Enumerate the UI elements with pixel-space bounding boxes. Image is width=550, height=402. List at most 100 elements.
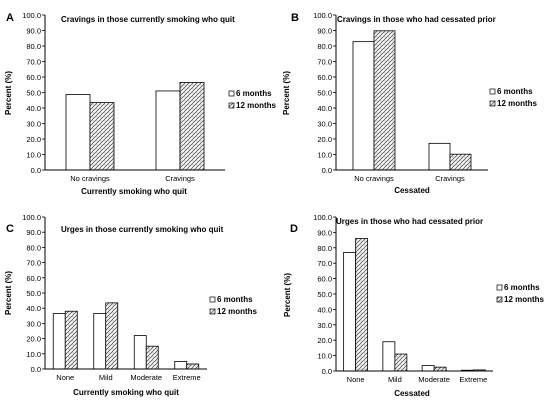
panel-c-ylabel: Percent (%) bbox=[4, 271, 13, 315]
y-tick-label: 100.0 bbox=[22, 213, 41, 222]
panel-b-title: Cravings in those who had cessated prior bbox=[337, 15, 496, 24]
x-tick-label: No cravings bbox=[354, 174, 394, 183]
panel-a-title: Cravings in those currently smoking who … bbox=[61, 15, 235, 24]
panel-letter-d: D bbox=[290, 223, 298, 235]
panel-c-title: Urges in those currently smoking who qui… bbox=[61, 225, 224, 234]
y-tick-label: 40.0 bbox=[317, 305, 332, 314]
y-tick-label: 0.0 bbox=[322, 367, 332, 376]
y-tick-label: 0.0 bbox=[31, 365, 41, 374]
panel-a: A Cravings in those currently smoking wh… bbox=[4, 11, 277, 196]
y-tick-label: 0.0 bbox=[31, 166, 41, 175]
y-tick-label: 90.0 bbox=[26, 228, 41, 237]
bar-12-months bbox=[449, 153, 472, 171]
y-tick-label: 50.0 bbox=[26, 289, 41, 298]
legend-label: 12 months bbox=[497, 99, 538, 108]
bar-6-months bbox=[174, 360, 188, 370]
y-tick-label: 100.0 bbox=[313, 213, 332, 222]
bar-12-months bbox=[433, 366, 447, 372]
y-tick-label: 70.0 bbox=[317, 259, 332, 268]
panel-letter-c: C bbox=[6, 223, 14, 235]
legend-label: 6 months bbox=[497, 87, 533, 96]
y-tick-label: 60.0 bbox=[26, 73, 41, 82]
panel-d-plot: 0.0 10.0 20.0 30.0 40.0 50.0 60.0 70.0 80.0 90.0 1… bbox=[313, 213, 544, 384]
panel-a-plot: 0.0 10.0 20.0 30.0 40.0 50.0 60.0 70.0 80.0 90.0 1… bbox=[22, 11, 276, 183]
y-tick-label: 20.0 bbox=[317, 135, 332, 144]
panel-d-xlabel: Cessated bbox=[394, 389, 430, 398]
y-tick-label: 30.0 bbox=[26, 319, 41, 328]
y-tick-label: 70.0 bbox=[26, 259, 41, 268]
y-tick-label: 20.0 bbox=[26, 335, 41, 344]
bar-6-months bbox=[52, 313, 66, 370]
legend-label: 12 months bbox=[236, 101, 277, 110]
legend-swatch bbox=[228, 90, 235, 97]
bar-6-months bbox=[65, 94, 91, 171]
legend-label: 6 months bbox=[236, 89, 272, 98]
panel-b-ylabel: Percent (%) bbox=[282, 71, 291, 115]
y-tick-label: 0.0 bbox=[322, 166, 332, 175]
x-tick-label: None bbox=[347, 375, 365, 384]
bar-12-months bbox=[394, 353, 408, 372]
bar-6-months bbox=[382, 341, 396, 372]
panel-c: C Urges in those currently smoking who q… bbox=[4, 213, 258, 397]
y-tick-label: 50.0 bbox=[317, 89, 332, 98]
y-tick-label: 40.0 bbox=[26, 104, 41, 113]
legend-swatch bbox=[489, 100, 496, 107]
panel-d-ylabel: Percent (%) bbox=[283, 273, 292, 317]
panel-letter-b: B bbox=[291, 12, 299, 24]
x-tick-label: Extreme bbox=[459, 375, 487, 384]
bar-12-months bbox=[145, 345, 159, 370]
y-tick-label: 50.0 bbox=[26, 89, 41, 98]
y-tick-label: 80.0 bbox=[26, 243, 41, 252]
legend-swatch bbox=[496, 284, 503, 291]
bar-6-months bbox=[155, 90, 181, 171]
x-tick-label: Cravings bbox=[165, 174, 195, 183]
y-tick-label: 50.0 bbox=[317, 290, 332, 299]
bar-12-months bbox=[355, 238, 369, 372]
y-tick-label: 10.0 bbox=[26, 350, 41, 359]
x-tick-label: None bbox=[56, 373, 74, 382]
legend-label: 6 months bbox=[504, 283, 540, 292]
bar-12-months bbox=[186, 363, 200, 370]
y-tick-label: 80.0 bbox=[317, 42, 332, 51]
y-tick-label: 80.0 bbox=[26, 42, 41, 51]
y-tick-label: 60.0 bbox=[26, 274, 41, 283]
bar-6-months bbox=[343, 252, 357, 372]
y-tick-label: 70.0 bbox=[26, 58, 41, 67]
panel-b-plot: 0.0 10.0 20.0 30.0 40.0 50.0 60.0 70.0 80.0 90.0 1… bbox=[313, 11, 537, 183]
panel-d-title: Urges in those who had cessated prior bbox=[336, 217, 483, 226]
bar-6-months bbox=[133, 335, 147, 370]
bar-12-months bbox=[105, 302, 119, 370]
panel-c-xlabel: Currently smoking who quit bbox=[73, 388, 179, 397]
legend-label: 12 months bbox=[217, 307, 258, 316]
panel-d: D Urges in those who had cessated prior … bbox=[283, 213, 545, 398]
y-tick-label: 10.0 bbox=[26, 151, 41, 160]
y-tick-label: 90.0 bbox=[26, 27, 41, 36]
bar-6-months bbox=[428, 142, 451, 171]
legend-label: 6 months bbox=[217, 295, 253, 304]
legend-label: 12 months bbox=[504, 295, 545, 304]
x-tick-label: Moderate bbox=[130, 373, 162, 382]
y-tick-label: 70.0 bbox=[317, 58, 332, 67]
x-tick-label: Cravings bbox=[435, 174, 465, 183]
bar-6-months bbox=[421, 365, 435, 372]
legend-swatch bbox=[489, 88, 496, 95]
legend-swatch bbox=[496, 296, 503, 303]
y-tick-label: 60.0 bbox=[317, 73, 332, 82]
y-tick-label: 10.0 bbox=[317, 151, 332, 160]
panel-b-xlabel: Cessated bbox=[394, 186, 430, 195]
panel-letter-a: A bbox=[6, 12, 14, 24]
bar-12-months bbox=[373, 30, 396, 171]
y-tick-label: 30.0 bbox=[317, 321, 332, 330]
y-tick-label: 10.0 bbox=[317, 352, 332, 361]
y-tick-label: 90.0 bbox=[317, 228, 332, 237]
y-tick-label: 90.0 bbox=[317, 27, 332, 36]
y-tick-label: 30.0 bbox=[317, 120, 332, 129]
y-tick-label: 100.0 bbox=[22, 11, 41, 20]
x-tick-label: No cravings bbox=[70, 174, 110, 183]
legend-swatch bbox=[209, 308, 216, 315]
legend-swatch bbox=[209, 296, 216, 303]
y-tick-label: 20.0 bbox=[26, 135, 41, 144]
x-tick-label: Mild bbox=[388, 375, 402, 384]
y-tick-label: 40.0 bbox=[26, 304, 41, 313]
panel-b: B Cravings in those who had cessated pri… bbox=[282, 11, 538, 195]
